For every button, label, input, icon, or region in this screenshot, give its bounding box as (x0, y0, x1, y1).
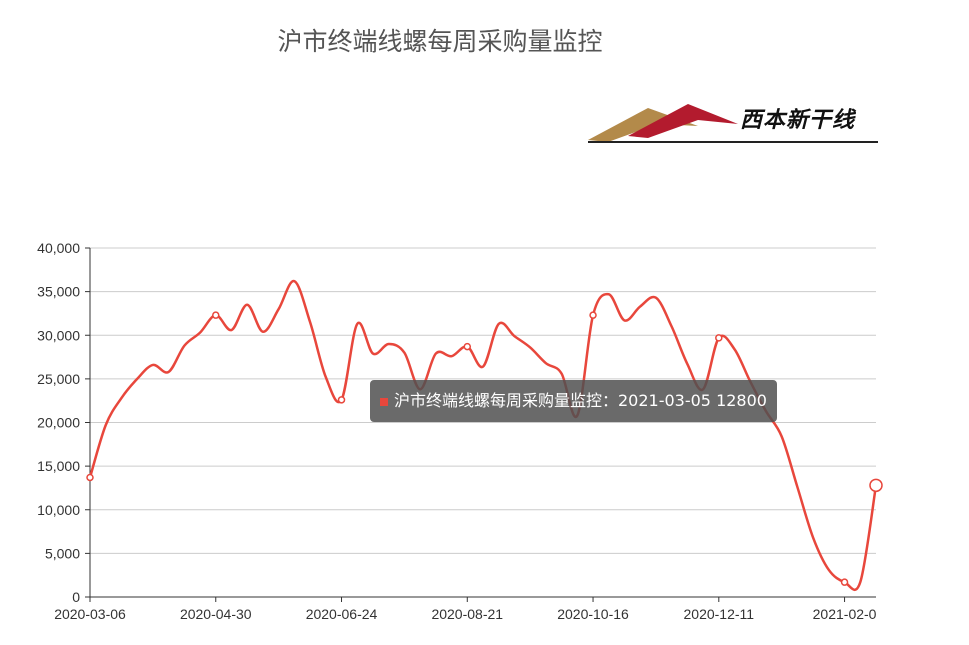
data-point (589, 311, 597, 319)
tooltip-marker (380, 397, 388, 406)
y-tick-label: 5,000 (45, 545, 80, 561)
x-tick-label: 2020-12-11 (684, 606, 755, 622)
y-tick-label: 25,000 (37, 371, 80, 387)
data-point (869, 478, 883, 493)
y-axis: 0 5,000 10,000 15,000 20,000 25,000 30,000 35,0… (37, 240, 91, 605)
data-point (715, 334, 723, 342)
data-point (463, 342, 472, 351)
x-tick-label: 2020-08-21 (431, 606, 503, 622)
grid-lines (90, 247, 876, 598)
logo-shape-red (628, 104, 738, 138)
brand-logo (588, 104, 878, 143)
x-axis: 2020-03-06 2020-04-30 2020-06-24 2020-08-21… (54, 597, 877, 622)
x-tick-label: 2020-10-16 (557, 606, 629, 622)
series-line (88, 279, 878, 592)
data-point (840, 578, 849, 586)
y-tick-label: 20,000 (37, 415, 80, 431)
x-tick-label: 2021-02-0 (813, 606, 877, 622)
series-points (86, 311, 883, 586)
x-tick-label: 2020-03-06 (54, 606, 126, 622)
y-tick-label: 40,000 (37, 240, 80, 256)
x-tick-label: 2020-04-30 (180, 606, 252, 622)
logo-text: 西本新干线 (740, 108, 856, 133)
y-tick-label: 35,000 (37, 284, 80, 300)
data-point (212, 311, 220, 319)
x-tick-label: 2020-06-24 (306, 606, 378, 622)
chart-title: 沪市终端线螺每周采购量监控 (277, 27, 603, 56)
y-tick-label: 10,000 (37, 502, 80, 518)
data-point (337, 396, 346, 404)
y-tick-label: 0 (72, 589, 80, 605)
tooltip: 沪市终端线螺每周采购量监控：2021-03-05 12800 (370, 380, 777, 422)
data-point (86, 473, 94, 482)
y-tick-label: 15,000 (37, 458, 80, 474)
tooltip-text: 沪市终端线螺每周采购量监控：2021-03-05 12800 (394, 391, 767, 410)
y-tick-label: 30,000 (37, 327, 80, 343)
